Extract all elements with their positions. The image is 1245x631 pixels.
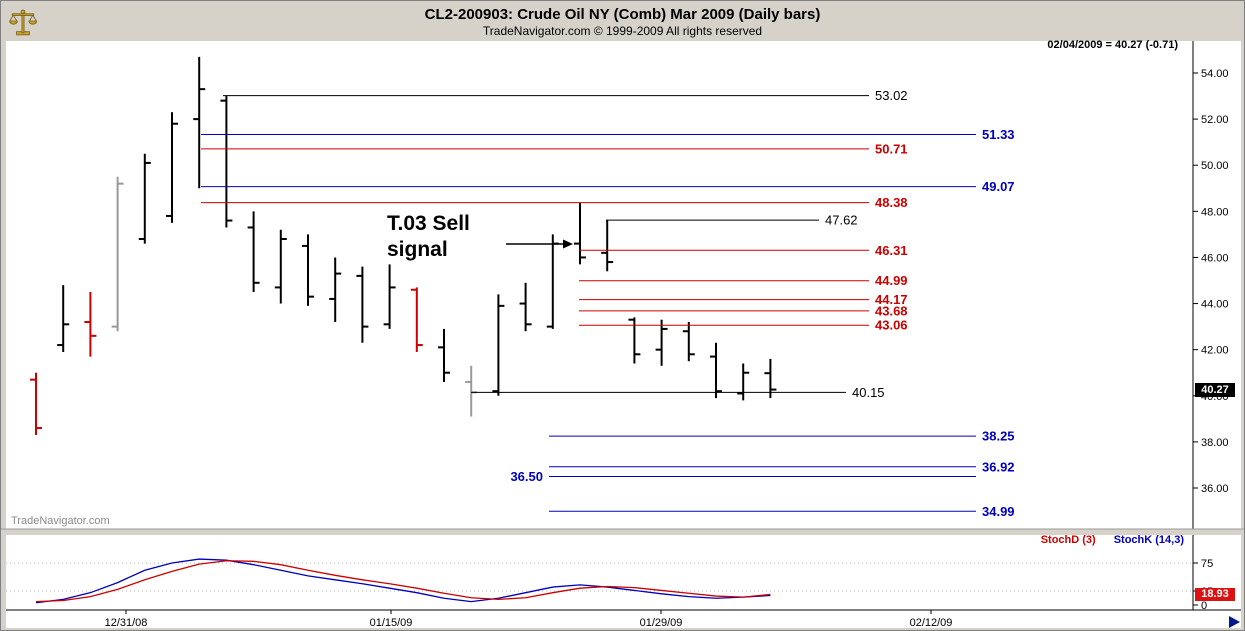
- ohlc-bar: [410, 287, 423, 352]
- watermark: TradeNavigator.com: [11, 515, 110, 527]
- price-tick-label: 44.00: [1201, 299, 1229, 311]
- scroll-right-arrow[interactable]: [1229, 616, 1240, 628]
- level-label: 43.68: [875, 303, 908, 318]
- level-label: 44.99: [875, 273, 908, 288]
- stoch-tick-label: 75: [1201, 558, 1213, 570]
- ohlc-bar: [274, 229, 287, 304]
- price-tick-label: 52.00: [1201, 114, 1229, 126]
- stochd-legend-label: StochD (3): [1040, 534, 1096, 546]
- price-tick-label: 54.00: [1201, 68, 1229, 80]
- panel-divider: [1, 529, 1244, 535]
- ohlc-bar: [655, 319, 668, 366]
- date-tick-label: 12/31/08: [105, 617, 148, 629]
- stoch-tick-label: 0: [1201, 600, 1207, 612]
- level-label: 50.71: [875, 141, 908, 156]
- level-label: 40.15: [852, 385, 885, 400]
- ohlc-bar: [329, 257, 342, 323]
- ohlc-bar: [111, 176, 124, 332]
- price-tick-label: 38.00: [1201, 437, 1229, 449]
- level-label: 53.02: [875, 88, 908, 103]
- ohlc-bar: [247, 211, 260, 293]
- ohlc-bar: [356, 266, 369, 343]
- level-label: 44.17: [875, 292, 908, 307]
- level-label: 43.06: [875, 318, 908, 333]
- ohlc-bar: [193, 56, 206, 189]
- sell-signal-line2: signal: [387, 237, 448, 261]
- price-bars: [30, 56, 777, 435]
- stochk-line: [35, 558, 771, 604]
- price-tick-label: 42.00: [1201, 345, 1229, 357]
- level-label: 49.07: [982, 179, 1015, 194]
- stochd-line: [35, 560, 771, 603]
- ohlc-bar: [138, 153, 151, 244]
- ohlc-bar: [737, 363, 750, 401]
- ohlc-bar: [519, 282, 532, 332]
- ohlc-bar: [574, 202, 586, 265]
- price-levels: 53.02 51.33 50.71 49.07 48.38 47.62 46.31 44.99…: [201, 88, 1015, 519]
- level-label: 36.50: [510, 469, 543, 484]
- price-axis: 54.0052.0050.0048.0046.0044.0042.0040.00…: [1193, 68, 1229, 495]
- level-label: 34.99: [982, 504, 1015, 519]
- price-tick-label: 48.00: [1201, 206, 1229, 218]
- ohlc-bar: [492, 294, 505, 396]
- indicator-legend: StochD (3) StochK (14,3): [1041, 534, 1184, 546]
- ohlc-bar: [220, 95, 233, 228]
- level-label: 48.38: [875, 195, 908, 210]
- ohlc-bar: [764, 358, 777, 399]
- level-label: 47.62: [825, 213, 858, 228]
- tradenavigator-logo-icon: [9, 9, 37, 36]
- date-tick-label: 01/29/09: [640, 617, 683, 629]
- stochk-legend-label: StochK (14,3): [1113, 534, 1184, 546]
- level-label: 51.33: [982, 127, 1015, 142]
- price-tick-label: 36.00: [1201, 483, 1229, 495]
- ohlc-bar: [383, 264, 396, 329]
- current-stoch-box: 18.93: [1195, 587, 1235, 601]
- ohlc-bar: [166, 112, 178, 223]
- sell-signal-annotation: T.03 Sell signal: [387, 211, 470, 262]
- sell-signal-arrowhead: [563, 239, 573, 249]
- price-tick-label: 50.00: [1201, 160, 1229, 172]
- sell-signal-line1: T.03 Sell: [387, 212, 470, 235]
- date-tick-label: 01/15/09: [370, 617, 413, 629]
- ohlc-bar: [302, 234, 314, 306]
- level-label: 38.25: [982, 429, 1015, 444]
- ohlc-bar: [438, 328, 450, 382]
- ohlc-bar: [601, 220, 614, 272]
- current-price-box: 40.27: [1195, 382, 1235, 397]
- ohlc-bar: [84, 292, 97, 357]
- date-tick-label: 02/12/09: [910, 617, 953, 629]
- ohlc-bar: [682, 322, 695, 362]
- page-title: CL2-200903: Crude Oil NY (Comb) Mar 2009…: [424, 6, 821, 23]
- level-label: 46.31: [875, 243, 908, 258]
- last-quote-readout: 02/04/2009 = 40.27 (-0.71): [1047, 39, 1178, 51]
- date-axis: 12/31/08 01/15/09 01/29/09 02/12/09: [105, 610, 953, 629]
- ohlc-bar: [57, 285, 70, 352]
- ohlc-bar: [710, 342, 722, 399]
- price-tick-label: 46.00: [1201, 252, 1229, 264]
- copyright-text: TradeNavigator.com © 1999-2009 All right…: [482, 24, 763, 38]
- ohlc-bar: [30, 372, 42, 435]
- level-label: 36.92: [982, 459, 1015, 474]
